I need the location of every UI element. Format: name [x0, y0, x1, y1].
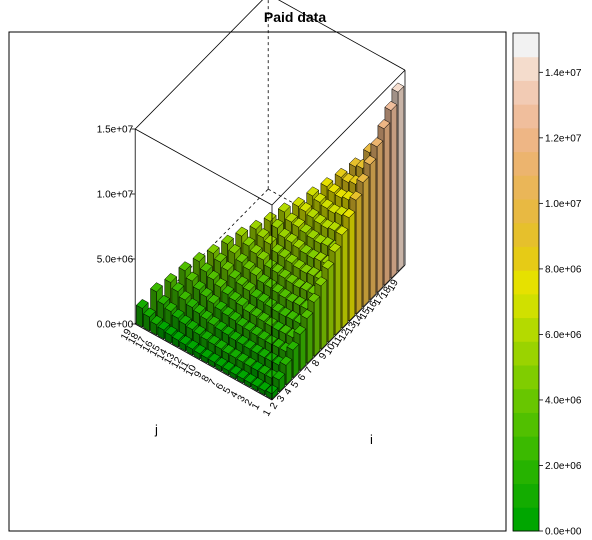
i-tick-label: 7 — [303, 365, 316, 376]
i-tick-label: 13 — [344, 320, 359, 336]
j-tick-label: 13 — [162, 351, 177, 367]
z-tick-label: 0.0e+00 — [97, 320, 134, 331]
i-tick-label: 12 — [337, 327, 352, 343]
j-tick-label: 8 — [200, 373, 213, 384]
colorbar-tick-label: 2.0e+06 — [545, 461, 582, 472]
colorbar-segment — [513, 175, 539, 200]
z-axis-ticks: 0.0e+00 5.0e+06 1.0e+07 1.5e+07 — [97, 125, 136, 331]
box-edge — [134, 0, 263, 130]
colorbar-segment — [513, 270, 539, 295]
bounding-box-front — [134, 0, 406, 401]
colorbar-segment — [513, 459, 539, 485]
colorbar-segment — [513, 365, 539, 390]
i-tick-label: 18 — [379, 285, 394, 301]
colorbar-segment — [513, 507, 539, 532]
i-tick-label: 1 — [261, 408, 274, 419]
colorbar-segment — [513, 293, 539, 319]
chart-title: Paid data — [264, 9, 326, 25]
j-tick-label: 4 — [228, 389, 241, 400]
colorbar-tick-label: 1.2e+07 — [545, 133, 582, 144]
colorbar-frame — [512, 32, 540, 532]
j-tick-label: 6 — [214, 381, 227, 392]
colorbar-segment — [513, 388, 539, 413]
j-tick-label: 14 — [155, 347, 170, 363]
j-tick-label: 19 — [119, 327, 134, 343]
i-tick-label: 3 — [275, 393, 288, 404]
j-tick-label: 1 — [250, 401, 263, 412]
j-tick-label: 16 — [141, 339, 156, 355]
j-tick-label: 7 — [207, 377, 220, 388]
i-tick-label: 8 — [310, 358, 323, 369]
i-tick-label: 6 — [296, 372, 309, 383]
i-tick-label: 2 — [268, 401, 281, 412]
colorbar-segment — [513, 33, 539, 58]
colorbar: 0.0e+00 2.0e+06 4.0e+06 6.0e+06 8.0e+06 1.0e+… — [512, 32, 582, 538]
box-edge — [135, 128, 273, 206]
box-edge — [271, 69, 406, 206]
j-tick-label: 10 — [184, 363, 199, 379]
i-tick-label: 19 — [386, 277, 401, 293]
colorbar-segment — [513, 222, 539, 247]
box-edge — [277, 0, 406, 71]
colorbar-segment — [513, 80, 539, 105]
i-tick-label: 16 — [365, 299, 380, 315]
j-tick-label: 3 — [236, 393, 249, 404]
bars-layer — [135, 82, 405, 400]
j-tick-label: 18 — [126, 331, 141, 347]
i-tick-label: 4 — [282, 386, 295, 397]
i-tick-label: 17 — [372, 292, 387, 308]
colorbar-segment — [513, 246, 539, 271]
j-tick-label: 5 — [221, 385, 234, 396]
box-edge — [271, 264, 406, 401]
x-axis-label: i — [370, 432, 373, 447]
j-tick-label: 2 — [243, 397, 256, 408]
j-tick-label: 12 — [169, 355, 184, 371]
plot-frame — [8, 31, 507, 532]
colorbar-tick-label: 8.0e+06 — [545, 264, 582, 275]
colorbar-segment — [513, 412, 539, 437]
colorbar-segment — [513, 341, 539, 366]
colorbar-segment — [513, 199, 539, 224]
colorbar-segment — [513, 104, 539, 129]
i-tick-label: 9 — [317, 351, 330, 362]
z-tick-label: 1.0e+07 — [97, 190, 134, 201]
colorbar-tick-label: 1.4e+07 — [545, 68, 582, 79]
colorbar-segment — [513, 317, 539, 342]
y-axis-label: j — [154, 422, 158, 437]
colorbar-segment — [513, 56, 539, 81]
z-tick-label: 1.5e+07 — [97, 125, 134, 136]
j-tick-label: 15 — [148, 343, 163, 359]
j-tick-label: 9 — [192, 369, 205, 380]
colorbar-tick-label: 4.0e+06 — [545, 395, 582, 406]
colorbar-segment — [513, 436, 539, 461]
colorbar-tick-label: 6.0e+06 — [545, 330, 582, 341]
z-tick-label: 5.0e+06 — [97, 255, 134, 266]
colorbar-segment — [513, 483, 539, 508]
colorbar-tick-label: 1.0e+07 — [545, 199, 582, 210]
colorbar-segment — [513, 151, 539, 176]
j-tick-label: 17 — [133, 335, 148, 351]
box-edge — [135, 323, 273, 401]
i-tick-label: 15 — [358, 306, 373, 322]
colorbar-tick-label: 0.0e+00 — [545, 527, 582, 538]
i-tick-label: 5 — [289, 379, 302, 390]
i-tick-label: 10 — [323, 341, 338, 357]
colorbar-segment — [513, 127, 539, 153]
i-tick-label: 14 — [351, 313, 366, 329]
